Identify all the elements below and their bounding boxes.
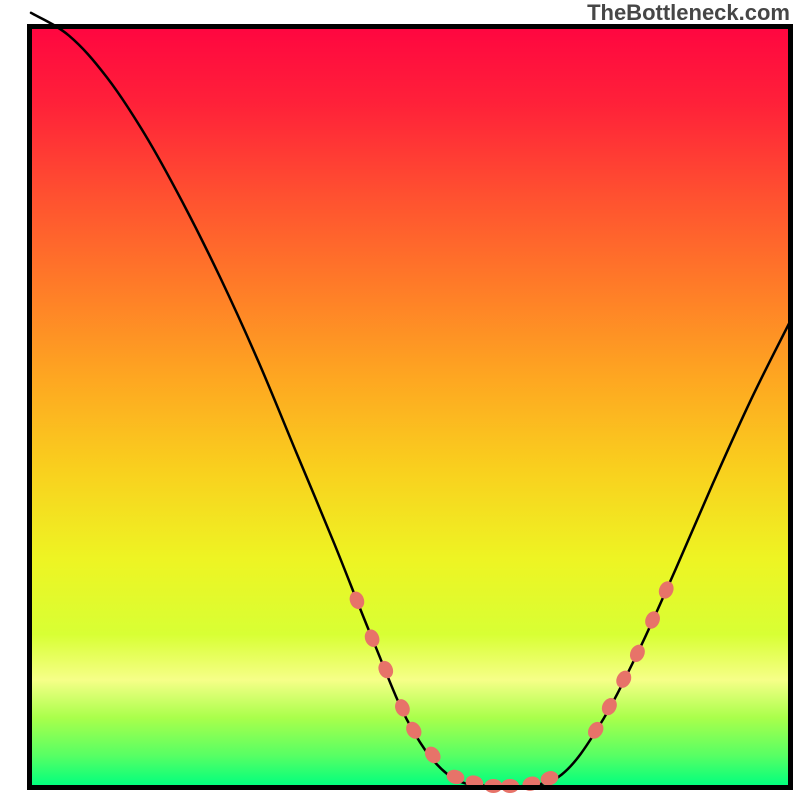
watermark-text: TheBottleneck.com — [587, 0, 790, 26]
plot-border — [27, 24, 793, 790]
